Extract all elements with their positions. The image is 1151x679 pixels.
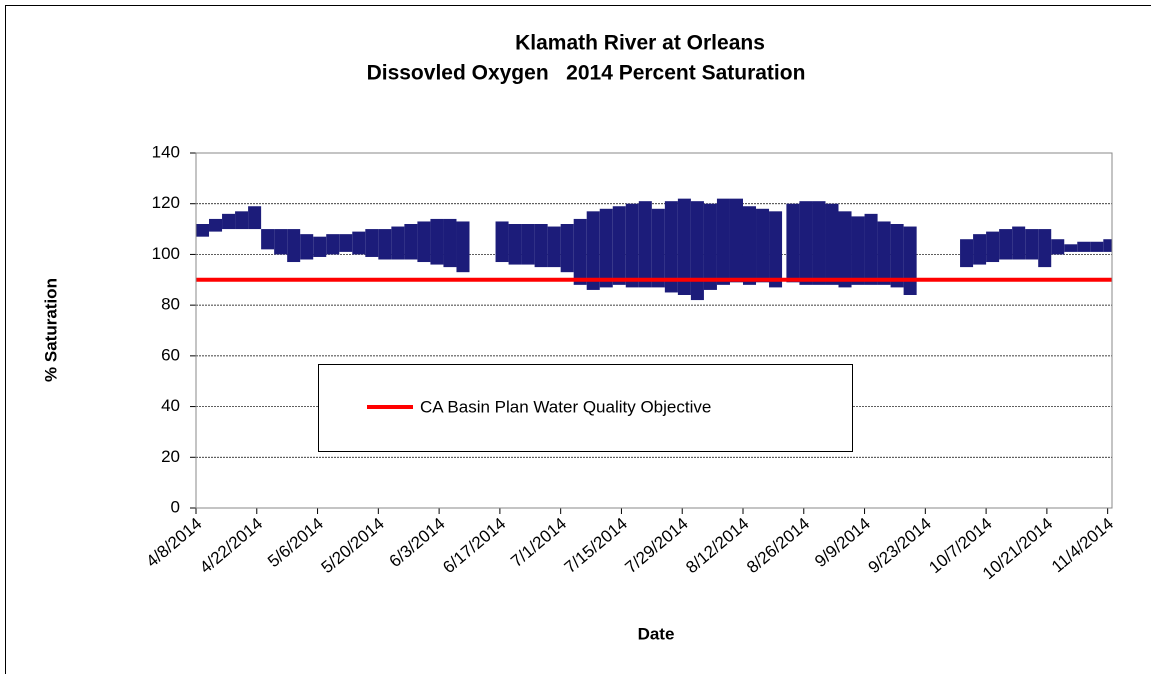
range-bar: [443, 219, 456, 267]
range-bar: [999, 229, 1012, 259]
range-bar: [509, 224, 522, 265]
range-bar: [1090, 242, 1103, 252]
range-bar: [548, 227, 561, 268]
range-bar: [222, 214, 235, 229]
range-bar: [352, 232, 365, 255]
x-tick-label: 7/29/2014: [622, 514, 692, 577]
range-bar: [430, 219, 443, 265]
x-tick-label: 11/4/2014: [1048, 514, 1117, 576]
range-bar: [799, 201, 812, 285]
range-bar: [209, 219, 222, 232]
range-bar: [756, 209, 769, 283]
frame: [6, 6, 1151, 675]
range-bar: [1103, 239, 1116, 252]
range-bar: [574, 219, 587, 285]
range-bar: [404, 224, 417, 260]
plot-border: [196, 153, 1112, 508]
range-bar: [365, 229, 378, 257]
legend-label: CA Basin Plan Water Quality Objective: [420, 397, 711, 416]
range-bar: [626, 204, 639, 288]
range-bar: [839, 211, 852, 287]
range-bar: [1012, 227, 1025, 260]
range-bar: [878, 221, 891, 284]
y-tick-label: 100: [152, 244, 180, 263]
range-bar: [522, 224, 535, 265]
range-bar: [652, 209, 665, 288]
range-bar: [1077, 242, 1090, 252]
x-tick-label: 7/15/2014: [561, 514, 631, 577]
y-tick-label: 140: [152, 142, 180, 161]
y-tick-label: 20: [161, 447, 180, 466]
range-bar: [852, 216, 865, 284]
range-bar: [1064, 244, 1077, 252]
range-bar: [561, 224, 574, 272]
range-bar: [339, 234, 352, 252]
range-bar: [704, 204, 717, 290]
range-bar: [865, 214, 878, 285]
range-bar: [960, 239, 973, 267]
range-bar: [287, 229, 300, 262]
range-bar: [235, 211, 248, 229]
x-tick-label: 4/22/2014: [196, 514, 266, 577]
range-bar: [313, 237, 326, 257]
range-bar: [300, 234, 313, 259]
range-bar: [535, 224, 548, 267]
range-bar: [391, 227, 404, 260]
range-bar: [769, 211, 782, 287]
range-bar: [786, 204, 799, 283]
range-bar: [600, 209, 613, 288]
legend: CA Basin Plan Water Quality Objective: [319, 365, 853, 452]
range-bar: [613, 206, 626, 285]
range-bar: [1038, 229, 1051, 267]
range-bar: [904, 227, 917, 295]
range-bar: [417, 221, 430, 262]
y-axis-label: % Saturation: [41, 278, 60, 382]
range-bar: [274, 229, 287, 254]
x-tick-label: 5/20/2014: [318, 514, 388, 577]
x-axis-label: Date: [638, 624, 675, 643]
range-bar: [326, 234, 339, 254]
range-bar: [261, 229, 274, 249]
range-bar: [496, 221, 509, 262]
x-tick-label: 6/17/2014: [439, 514, 509, 577]
range-bar: [248, 206, 261, 229]
range-bar: [986, 232, 999, 262]
range-bar: [196, 224, 209, 237]
x-tick-label: 9/23/2014: [865, 514, 935, 577]
range-bar: [1025, 229, 1038, 259]
range-bar: [639, 201, 652, 287]
range-bar: [812, 201, 825, 285]
range-bar: [730, 199, 743, 283]
range-bar: [743, 206, 756, 285]
range-bar: [717, 199, 730, 285]
y-tick-label: 120: [152, 193, 180, 212]
range-bar: [691, 201, 704, 300]
plot-marks: [196, 199, 1116, 300]
range-bar: [825, 204, 838, 285]
range-bar: [456, 221, 469, 272]
x-tick-label: 8/26/2014: [743, 514, 813, 577]
range-bar: [378, 229, 391, 259]
range-bar: [1051, 239, 1064, 254]
x-tick-label: 8/12/2014: [682, 514, 752, 577]
y-tick-label: 80: [161, 295, 180, 314]
chart-title: Klamath River at Orleans: [515, 32, 765, 55]
y-tick-label: 40: [161, 396, 180, 415]
chart-subtitle: Dissovled Oxygen 2014 Percent Saturation: [367, 62, 806, 85]
y-tick-label: 0: [171, 497, 180, 516]
y-tick-label: 60: [161, 345, 180, 364]
range-bar: [973, 234, 986, 264]
